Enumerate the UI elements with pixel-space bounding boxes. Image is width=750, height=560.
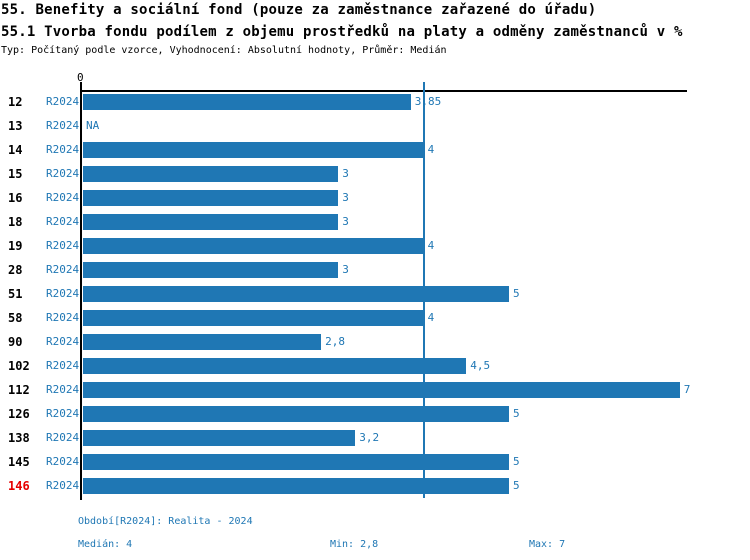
category-label: 51: [8, 287, 23, 301]
series-label: R2024: [46, 383, 80, 396]
category-label: 15: [8, 167, 23, 181]
chart-row: 12 R2024 3,85: [0, 90, 750, 114]
chart-meta: Typ: Počítaný podle vzorce, Vyhodnocení:…: [1, 45, 447, 56]
chart-row: 102 R2024 4,5: [0, 354, 750, 378]
series-label: R2024: [46, 335, 80, 348]
bar: [83, 334, 322, 350]
bar: [83, 214, 339, 230]
x-axis-top-line: [80, 90, 687, 92]
bar: [83, 430, 356, 446]
footer-median: Medián: 4: [78, 539, 133, 550]
series-label: R2024: [46, 287, 80, 300]
series-label: R2024: [46, 119, 80, 132]
series-label: R2024: [46, 407, 80, 420]
series-label: R2024: [46, 311, 80, 324]
series-label: R2024: [46, 479, 80, 492]
bar: [83, 406, 509, 422]
category-label: 112: [8, 383, 30, 397]
category-label: 126: [8, 407, 30, 421]
series-label: R2024: [46, 191, 80, 204]
chart-row: 15 R2024 3: [0, 162, 750, 186]
chart-row: 13 R2024 NA: [0, 114, 750, 138]
series-label: R2024: [46, 359, 80, 372]
chart-row: 146 R2024 5: [0, 474, 750, 498]
chart-row: 18 R2024 3: [0, 210, 750, 234]
category-label: 12: [8, 95, 23, 109]
bar: [83, 262, 339, 278]
value-label: 3: [342, 215, 349, 228]
footer-period: Období[R2024]: Realita - 2024: [78, 516, 253, 527]
value-label: 3: [342, 263, 349, 276]
chart-row: 58 R2024 4: [0, 306, 750, 330]
value-label: 3: [342, 191, 349, 204]
chart-row: 112 R2024 7: [0, 378, 750, 402]
value-label: 3,85: [414, 95, 442, 108]
category-label: 90: [8, 335, 23, 349]
plot-area: 0 12 R2024 3,85 13 R2024 NA 14 R2024 4 15 R2024 3 16…: [0, 71, 750, 510]
bar: [83, 142, 424, 158]
series-label: R2024: [46, 143, 80, 156]
value-label: 4: [427, 311, 435, 324]
category-label: 146: [8, 479, 30, 493]
chart-row: 126 R2024 5: [0, 402, 750, 426]
value-label: 5: [513, 407, 520, 420]
category-label: 28: [8, 263, 23, 277]
series-label: R2024: [46, 455, 80, 468]
chart-row: 14 R2024 4: [0, 138, 750, 162]
category-label: 13: [8, 119, 23, 133]
page-title-line2: 55.1 Tvorba fondu podílem z objemu prost…: [1, 24, 683, 40]
value-label: 4,5: [470, 359, 491, 372]
bar: [83, 310, 424, 326]
bar: [83, 190, 339, 206]
value-label: 5: [513, 287, 520, 300]
category-label: 145: [8, 455, 30, 469]
chart-row: 16 R2024 3: [0, 186, 750, 210]
category-label: 19: [8, 239, 23, 253]
chart-row: 145 R2024 5: [0, 450, 750, 474]
value-label: 5: [513, 479, 520, 492]
page-title-line1: 55. Benefity a sociální fond (pouze za z…: [1, 2, 597, 18]
bar: [83, 166, 339, 182]
bar: [83, 454, 509, 470]
bar: [83, 94, 411, 110]
series-label: R2024: [46, 431, 80, 444]
bar: [83, 286, 509, 302]
footer-max: Max: 7: [529, 539, 566, 550]
value-label: 4: [427, 143, 435, 156]
y-axis-line: [80, 82, 82, 500]
chart-row: 19 R2024 4: [0, 234, 750, 258]
bar: [83, 382, 680, 398]
series-label: R2024: [46, 263, 80, 276]
bar: [83, 238, 424, 254]
category-label: 58: [8, 311, 23, 325]
chart-row: 138 R2024 3,2: [0, 426, 750, 450]
category-label: 14: [8, 143, 23, 157]
category-label: 138: [8, 431, 30, 445]
category-label: 102: [8, 359, 30, 373]
footer-min: Min: 2,8: [330, 539, 379, 550]
category-label: 18: [8, 215, 23, 229]
value-label: NA: [86, 119, 100, 132]
series-label: R2024: [46, 167, 80, 180]
value-label: 7: [683, 383, 691, 396]
series-label: R2024: [46, 215, 80, 228]
series-label: R2024: [46, 95, 80, 108]
bar: [83, 478, 509, 494]
value-label: 3: [342, 167, 349, 180]
chart-row: 51 R2024 5: [0, 282, 750, 306]
value-label: 3,2: [359, 431, 380, 444]
value-label: 4: [427, 239, 435, 252]
series-label: R2024: [46, 239, 80, 252]
category-label: 16: [8, 191, 23, 205]
value-label: 2,8: [325, 335, 345, 348]
chart-row: 28 R2024 3: [0, 258, 750, 282]
bar: [83, 358, 467, 374]
chart-row: 90 R2024 2,8: [0, 330, 750, 354]
x-axis-zero-label: 0: [77, 71, 84, 84]
value-label: 5: [513, 455, 520, 468]
